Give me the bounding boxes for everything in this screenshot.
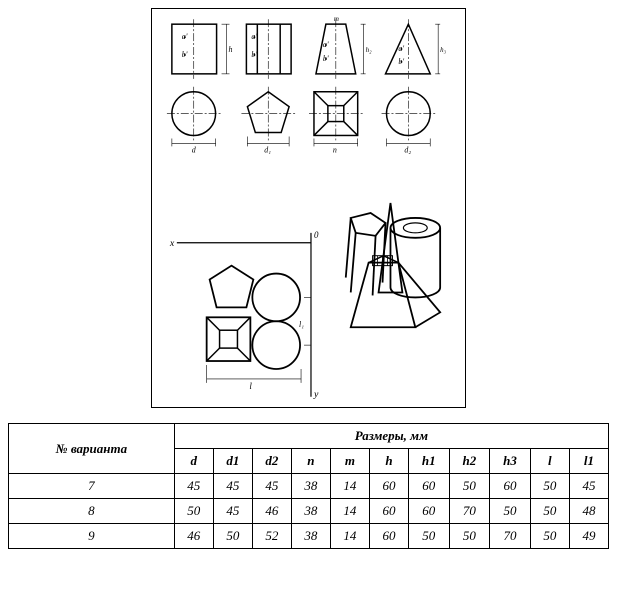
data-cell: 52 [252, 524, 291, 549]
data-cell: 70 [490, 524, 531, 549]
data-cell: 50 [530, 499, 569, 524]
data-cell: 14 [330, 474, 369, 499]
col-d: d [174, 449, 213, 474]
data-cell: 60 [369, 499, 408, 524]
cone-top: d₂ [382, 87, 436, 155]
data-cell: 50 [449, 524, 490, 549]
variant-header: № варианта [9, 424, 175, 474]
data-cell: 50 [449, 474, 490, 499]
dimensions-table: № варианта Размеры, мм d d1 d2 n m h h1 … [8, 423, 609, 549]
variant-cell: 9 [9, 524, 175, 549]
data-cell: 50 [408, 524, 449, 549]
svg-text:l: l [249, 381, 252, 391]
svg-text:0: 0 [314, 230, 319, 240]
table-row: 9 46 50 52 38 14 60 50 50 70 50 49 [9, 524, 609, 549]
col-d2: d2 [252, 449, 291, 474]
axis-system: x 0 y [169, 230, 319, 400]
data-cell: 45 [174, 474, 213, 499]
data-cell: 45 [569, 474, 608, 499]
data-cell: 45 [213, 499, 252, 524]
col-h: h [369, 449, 408, 474]
svg-text:h₂: h₂ [366, 46, 372, 54]
table-row: 7 45 45 45 38 14 60 60 50 60 50 45 [9, 474, 609, 499]
data-cell: 46 [174, 524, 213, 549]
svg-text:x: x [169, 238, 175, 249]
cone-front: a' b' h₃ [386, 19, 447, 79]
col-h3: h3 [490, 449, 531, 474]
svg-text:y: y [313, 389, 319, 400]
isometric-composition [346, 203, 440, 327]
data-cell: 60 [408, 499, 449, 524]
data-cell: 50 [174, 499, 213, 524]
table-body: 7 45 45 45 38 14 60 60 50 60 50 45 8 50 … [9, 474, 609, 549]
prism-front: a' b' [246, 19, 291, 79]
data-cell: 14 [330, 524, 369, 549]
svg-text:m: m [334, 15, 339, 23]
data-cell: 60 [408, 474, 449, 499]
svg-text:d₂: d₂ [404, 145, 411, 154]
cylinder-top: d [167, 87, 222, 155]
data-cell: 38 [291, 524, 330, 549]
data-cell: 38 [291, 499, 330, 524]
data-cell: 46 [252, 499, 291, 524]
data-cell: 48 [569, 499, 608, 524]
svg-text:h: h [229, 45, 233, 54]
col-h1: h1 [408, 449, 449, 474]
pyramid-front: a' b' m h₂ [316, 15, 372, 79]
engineering-figure: a' b' h a' b' a' b' m [151, 8, 466, 408]
data-cell: 70 [449, 499, 490, 524]
svg-text:n: n [333, 145, 337, 154]
dimensions-header: Размеры, мм [174, 424, 608, 449]
table-row: 8 50 45 46 38 14 60 60 70 50 50 48 [9, 499, 609, 524]
svg-text:d₁: d₁ [264, 145, 271, 154]
svg-text:l₁: l₁ [299, 320, 304, 329]
data-cell: 50 [213, 524, 252, 549]
col-n: n [291, 449, 330, 474]
data-cell: 45 [252, 474, 291, 499]
data-cell: 60 [369, 474, 408, 499]
drawing-svg: a' b' h a' b' a' b' m [152, 9, 465, 407]
data-cell: 60 [490, 474, 531, 499]
variant-cell: 8 [9, 499, 175, 524]
pyramid-top: n [309, 87, 363, 155]
col-d1: d1 [213, 449, 252, 474]
svg-text:h₃: h₃ [440, 46, 446, 54]
data-cell: 50 [530, 524, 569, 549]
data-cell: 45 [213, 474, 252, 499]
col-m: m [330, 449, 369, 474]
data-cell: 14 [330, 499, 369, 524]
col-l: l [530, 449, 569, 474]
data-cell: 38 [291, 474, 330, 499]
data-cell: 49 [569, 524, 608, 549]
data-cell: 50 [490, 499, 531, 524]
plan-composition: l l₁ [207, 266, 311, 391]
data-cell: 60 [369, 524, 408, 549]
variant-cell: 7 [9, 474, 175, 499]
col-h2: h2 [449, 449, 490, 474]
svg-text:d: d [192, 145, 196, 154]
data-cell: 50 [530, 474, 569, 499]
col-l1: l1 [569, 449, 608, 474]
prism-top: d₁ [241, 87, 296, 155]
cylinder-front: a' b' h [172, 19, 233, 79]
